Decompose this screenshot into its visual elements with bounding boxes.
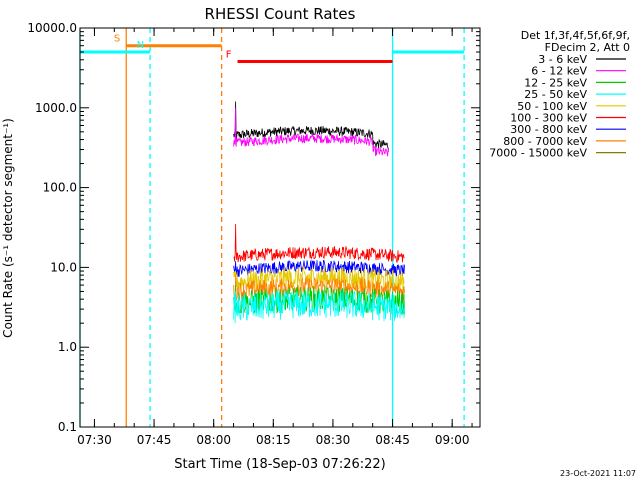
series-line xyxy=(233,290,405,324)
legend-entry-label: 100 - 300 keV xyxy=(510,112,587,125)
y-axis-label: Count Rate (s⁻¹ detector segment⁻¹) xyxy=(1,118,15,338)
y-tick-label: 1.0 xyxy=(58,340,77,354)
legend-entry-label: 6 - 12 keV xyxy=(531,65,587,78)
legend-header-line-2: FDecim 2, Att 0 xyxy=(545,41,630,54)
legend-entry-label: 3 - 6 keV xyxy=(538,53,587,66)
y-axis: 0.1 1.0 10.0 100.0 1000.0 10000.0 xyxy=(27,21,480,434)
x-tick-label: 07:30 xyxy=(77,433,112,447)
chart-title: RHESSI Count Rates xyxy=(205,5,356,23)
y-tick-label: 10000.0 xyxy=(27,21,77,35)
legend-entry-label: 25 - 50 keV xyxy=(524,88,587,101)
x-axis-label-prefix: Start Time xyxy=(174,457,242,472)
x-tick-label: 08:45 xyxy=(375,433,410,447)
x-axis-label: Start Time (18-Sep-03 07:26:22) xyxy=(174,457,386,472)
plot-area: S N F xyxy=(79,28,465,427)
legend-entry-label: 300 - 800 keV xyxy=(510,123,587,136)
series-line xyxy=(233,285,405,317)
legend-entry-label: 800 - 7000 keV xyxy=(503,135,587,148)
x-tick-label: 08:00 xyxy=(196,433,231,447)
y-tick-label: 0.1 xyxy=(58,420,77,434)
series-line xyxy=(233,275,405,301)
legend-entry-label: 12 - 25 keV xyxy=(524,76,587,89)
series-line xyxy=(233,223,405,264)
series-line xyxy=(233,101,389,150)
timestamp: 23-Oct-2021 11:07 xyxy=(560,469,636,478)
y-tick-label: 100.0 xyxy=(43,181,77,195)
x-tick-label: 08:30 xyxy=(316,433,351,447)
x-axis: 07:30 07:45 08:00 08:15 08:30 08:45 09:00 xyxy=(77,28,473,447)
y-tick-label: 10.0 xyxy=(50,260,77,274)
legend: Det 1f,3f,4f,5f,6f,9f, FDecim 2, Att 0 3… xyxy=(489,29,630,160)
legend-header-line-1: Det 1f,3f,4f,5f,6f,9f, xyxy=(521,29,630,42)
flag-label: N xyxy=(137,40,144,51)
flag-label: S xyxy=(114,34,120,45)
series-line xyxy=(233,107,389,157)
legend-entry-label: 50 - 100 keV xyxy=(517,100,587,113)
flag-label: F xyxy=(226,50,232,61)
x-axis-label-date: (18-Sep-03 07:26:22) xyxy=(246,457,386,472)
y-tick-label: 1000.0 xyxy=(35,101,77,115)
x-tick-label: 08:15 xyxy=(256,433,291,447)
x-tick-label: 07:45 xyxy=(137,433,172,447)
x-tick-label: 09:00 xyxy=(435,433,470,447)
plot-frame xyxy=(79,27,481,428)
legend-entry-label: 7000 - 15000 keV xyxy=(489,147,587,160)
